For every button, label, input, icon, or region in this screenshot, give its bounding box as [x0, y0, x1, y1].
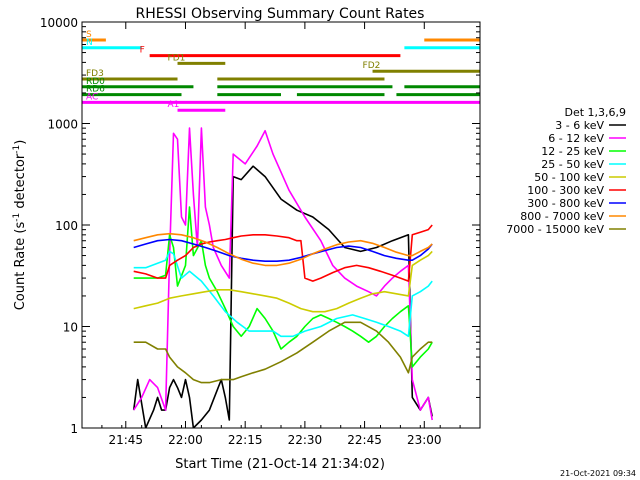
- y-axis-label-exp1: -1: [12, 213, 22, 222]
- legend-label-6: 300 - 800 keV: [527, 197, 604, 210]
- axes-layer: 21:45 22:00 22:15 22:30 22:45 23:00 1 10 100 1000…: [40, 16, 481, 447]
- footer-timestamp: 21-Oct-2021 09:34: [560, 469, 636, 478]
- x-tick-label-5: 23:00: [407, 433, 442, 447]
- series-group: [132, 127, 433, 428]
- series-line-6: [133, 238, 433, 263]
- flag-label-fd2: FD2: [363, 61, 381, 71]
- y-tick-label-0: 1: [70, 422, 78, 436]
- series-line-3: [133, 250, 433, 338]
- flag-label-fd1: FD1: [168, 53, 186, 63]
- y-axis-label-mid: detector: [13, 153, 28, 213]
- series-line-1: [133, 127, 433, 421]
- legend-label-3: 25 - 50 keV: [541, 158, 604, 171]
- x-axis-label: Start Time (21-Oct-14 21:34:02): [175, 457, 385, 472]
- y-tick-label-1: 10: [63, 321, 78, 335]
- y-axis-label-exp2: -1: [12, 145, 22, 154]
- legend-title: Det 1,3,6,9: [564, 106, 626, 119]
- y-tick-label-4: 10000: [40, 16, 78, 30]
- legend-label-1: 6 - 12 keV: [548, 132, 604, 145]
- series-line-5: [133, 224, 433, 282]
- y-tick-label-2: 100: [55, 219, 78, 233]
- legend-label-4: 50 - 100 keV: [534, 171, 604, 184]
- flag-label-rd0: RD0: [86, 77, 105, 87]
- flag-label-f: F: [140, 46, 145, 56]
- legend-label-7: 800 - 7000 keV: [520, 210, 604, 223]
- flag-label-fd3: FD3: [86, 69, 104, 79]
- flag-label-rd6: RD6: [86, 85, 105, 95]
- series-line-7: [133, 232, 433, 267]
- series-layer: [132, 127, 433, 428]
- flag-label-n: N: [86, 38, 93, 48]
- flag-label-a1: A1: [168, 100, 180, 110]
- y-axis-label-main: Count Rate (s: [13, 222, 28, 311]
- legend-label-2: 12 - 25 keV: [541, 145, 604, 158]
- y-axis-label: Count Rate (s-1 detector-1): [12, 140, 28, 311]
- y-tick-label-3: 1000: [47, 118, 78, 132]
- legend-label-0: 3 - 6 keV: [555, 119, 604, 132]
- x-tick-label-4: 22:45: [347, 433, 382, 447]
- x-tick-label-3: 22:30: [288, 433, 323, 447]
- series-line-8: [133, 321, 433, 384]
- x-tick-label-1: 22:00: [168, 433, 203, 447]
- series-line-4: [133, 250, 433, 313]
- legend-label-8: 7000 - 15000 keV: [506, 223, 604, 236]
- legend-label-5: 100 - 300 keV: [527, 184, 604, 197]
- flag-label-s: S: [86, 30, 92, 40]
- y-axis-label-end: ): [13, 140, 28, 145]
- x-tick-label-2: 22:15: [228, 433, 263, 447]
- x-tick-label-0: 21:45: [108, 433, 143, 447]
- flag-label-ac: AC: [86, 92, 98, 102]
- chart-title: RHESSI Observing Summary Count Rates: [136, 6, 425, 22]
